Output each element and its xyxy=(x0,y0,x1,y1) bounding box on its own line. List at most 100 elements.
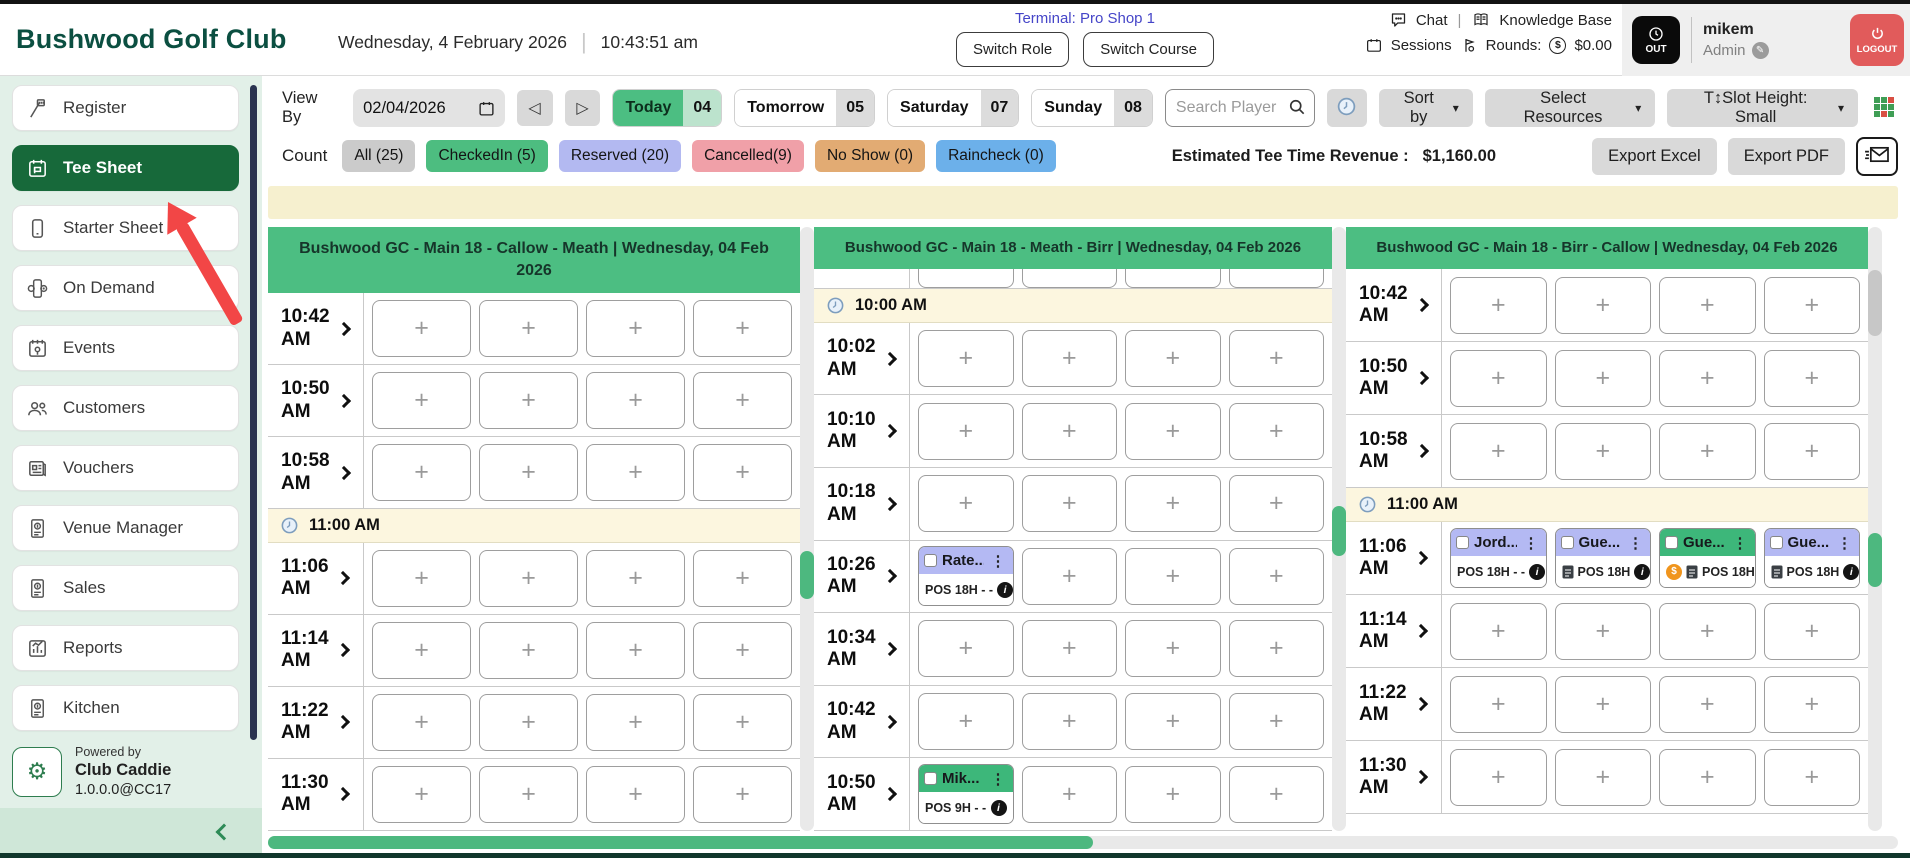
expand-time-icon[interactable] xyxy=(882,641,897,657)
count-badge-all[interactable]: All (25) xyxy=(342,140,416,172)
empty-slot[interactable]: + xyxy=(1554,675,1651,733)
clock-in-out-button[interactable]: OUT xyxy=(1632,16,1680,64)
empty-slot[interactable]: + xyxy=(1228,693,1324,751)
collapse-sidebar-icon[interactable] xyxy=(215,823,233,841)
booking-menu-icon[interactable]: ⋮ xyxy=(1523,534,1539,552)
settings-button[interactable]: ⚙ xyxy=(12,746,62,797)
day-button-saturday[interactable]: Saturday 07 xyxy=(887,89,1020,127)
empty-slot[interactable]: + xyxy=(372,621,471,679)
empty-slot[interactable]: + xyxy=(479,300,578,358)
empty-slot[interactable]: + xyxy=(1659,748,1756,806)
day-button-today[interactable]: Today 04 xyxy=(612,89,723,127)
empty-slot[interactable]: + xyxy=(1450,675,1547,733)
empty-slot[interactable]: + xyxy=(586,765,685,823)
empty-slot[interactable]: + xyxy=(1450,602,1547,660)
empty-slot[interactable]: + xyxy=(586,372,685,430)
edit-profile-icon[interactable]: ✎ xyxy=(1751,42,1769,59)
vertical-scrollbar[interactable] xyxy=(1332,227,1346,831)
empty-slot[interactable]: + xyxy=(1554,602,1651,660)
info-icon[interactable]: i xyxy=(1843,563,1859,580)
rounds-label[interactable]: Rounds: xyxy=(1485,36,1542,54)
previous-day-button[interactable]: ◁ xyxy=(516,90,553,126)
empty-slot[interactable]: + xyxy=(1021,330,1117,388)
empty-slot[interactable]: + xyxy=(1125,693,1221,751)
empty-slot[interactable]: + xyxy=(372,444,471,502)
export-excel-button[interactable]: Export Excel xyxy=(1592,137,1717,175)
sidebar-item-vouchers[interactable]: Vouchers xyxy=(12,445,239,491)
empty-slot[interactable]: + xyxy=(372,693,471,751)
expand-time-icon[interactable] xyxy=(335,571,350,586)
booking-card[interactable]: Mik... ⋮ POS 9H - -i xyxy=(918,764,1014,825)
chat-link[interactable]: Chat xyxy=(1415,11,1448,29)
search-icon[interactable] xyxy=(1287,97,1307,122)
empty-slot[interactable]: + xyxy=(1554,748,1651,806)
empty-slot[interactable]: + xyxy=(372,549,471,607)
expand-time-icon[interactable] xyxy=(882,496,897,511)
empty-slot[interactable]: + xyxy=(1554,349,1651,407)
booking-checkbox[interactable] xyxy=(1456,536,1469,549)
day-button-sunday[interactable]: Sunday 08 xyxy=(1031,89,1153,127)
empty-slot[interactable]: + xyxy=(1125,620,1221,678)
vertical-scrollbar-thumb[interactable] xyxy=(1868,270,1882,336)
sidebar-item-on-demand[interactable]: On Demand xyxy=(12,265,239,311)
booking-checkbox[interactable] xyxy=(1769,536,1783,549)
sessions-link[interactable]: Sessions xyxy=(1390,36,1452,54)
booking-menu-icon[interactable]: ⋮ xyxy=(1837,534,1852,552)
sidebar-item-sales[interactable]: Sales xyxy=(12,565,239,611)
day-button-tomorrow[interactable]: Tomorrow 05 xyxy=(734,89,876,127)
expand-time-icon[interactable] xyxy=(1414,443,1429,459)
expand-time-icon[interactable] xyxy=(882,351,897,366)
booking-checkbox[interactable] xyxy=(1665,536,1678,549)
empty-slot[interactable]: + xyxy=(1125,475,1221,533)
info-icon[interactable]: i xyxy=(1529,563,1546,580)
count-badge-cancelled[interactable]: Cancelled(9) xyxy=(692,140,804,172)
horizontal-scrollbar-thumb[interactable] xyxy=(268,836,1093,849)
switch-course-button[interactable]: Switch Course xyxy=(1083,32,1214,67)
empty-slot[interactable]: + xyxy=(918,402,1014,460)
count-badge-no-show[interactable]: No Show (0) xyxy=(814,140,926,172)
empty-slot[interactable]: + xyxy=(1021,269,1117,288)
empty-slot[interactable]: + xyxy=(918,269,1014,288)
next-day-button[interactable]: ▷ xyxy=(564,90,601,126)
export-pdf-button[interactable]: Export PDF xyxy=(1727,137,1845,175)
empty-slot[interactable]: + xyxy=(586,621,685,679)
empty-slot[interactable]: + xyxy=(586,693,685,751)
expand-time-icon[interactable] xyxy=(336,321,351,336)
booking-menu-icon[interactable]: ⋮ xyxy=(990,770,1006,788)
expand-time-icon[interactable] xyxy=(1413,696,1428,712)
empty-slot[interactable]: + xyxy=(1125,765,1221,823)
expand-time-icon[interactable] xyxy=(1414,297,1429,313)
expand-time-icon[interactable] xyxy=(1413,769,1428,785)
empty-slot[interactable]: + xyxy=(1659,276,1756,334)
empty-slot[interactable]: + xyxy=(1021,693,1117,751)
booking-checkbox[interactable] xyxy=(924,772,937,786)
empty-slot[interactable]: + xyxy=(1228,475,1324,533)
sidebar-item-starter-sheet[interactable]: Starter Sheet xyxy=(12,205,239,251)
empty-slot[interactable]: + xyxy=(918,620,1014,678)
expand-time-icon[interactable] xyxy=(882,714,897,729)
horizontal-scrollbar[interactable] xyxy=(268,836,1898,849)
expand-time-icon[interactable] xyxy=(1414,370,1429,386)
booking-menu-icon[interactable]: ⋮ xyxy=(990,552,1006,570)
sidebar-item-venue-manager[interactable]: Venue Manager xyxy=(12,505,239,551)
sidebar-item-tee-sheet[interactable]: Tee Sheet xyxy=(12,145,239,191)
empty-slot[interactable]: + xyxy=(1450,748,1547,806)
count-badge-raincheck[interactable]: Raincheck (0) xyxy=(936,140,1056,172)
expand-time-icon[interactable] xyxy=(336,393,351,408)
empty-slot[interactable]: + xyxy=(1228,547,1324,605)
empty-slot[interactable]: + xyxy=(479,549,578,607)
sidebar-item-events[interactable]: Events xyxy=(12,325,239,371)
empty-slot[interactable]: + xyxy=(1021,620,1117,678)
empty-slot[interactable]: + xyxy=(1228,330,1324,388)
expand-time-icon[interactable] xyxy=(1413,550,1428,566)
empty-slot[interactable]: + xyxy=(1125,269,1221,288)
email-tee-sheet-button[interactable] xyxy=(1856,136,1898,176)
empty-slot[interactable]: + xyxy=(693,444,792,502)
empty-slot[interactable]: + xyxy=(918,475,1014,533)
info-icon[interactable]: i xyxy=(990,799,1007,816)
booking-card[interactable]: Jord... ⋮ POS 18H - -i xyxy=(1450,528,1547,588)
empty-slot[interactable]: + xyxy=(1125,547,1221,605)
empty-slot[interactable]: + xyxy=(1021,765,1117,823)
empty-slot[interactable]: + xyxy=(586,300,685,358)
empty-slot[interactable]: + xyxy=(1763,276,1860,334)
